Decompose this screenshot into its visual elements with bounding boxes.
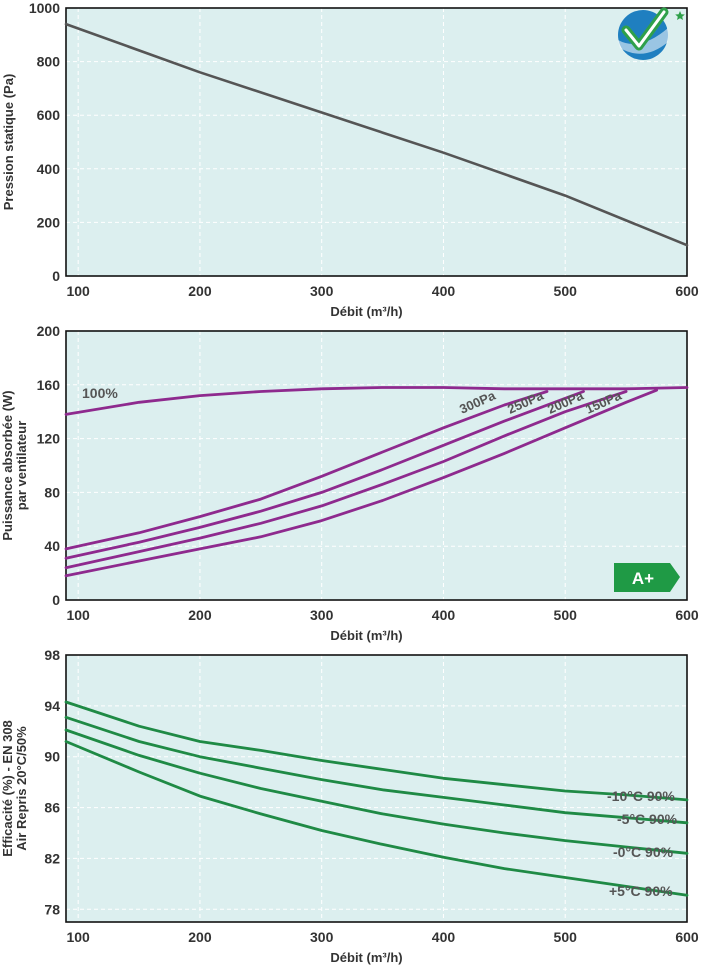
series-line [64, 700, 689, 802]
y-tick-label: 120 [37, 431, 61, 447]
series-line [64, 728, 689, 855]
y-tick-label: 78 [44, 901, 60, 917]
series-label: -5°C 90% [617, 811, 678, 827]
series-line [64, 740, 689, 897]
series-line [64, 22, 689, 247]
check-highlight [624, 10, 666, 48]
badge-label: A+ [632, 569, 654, 588]
y-tick-label: 0 [52, 592, 60, 608]
x-tick-label: 400 [432, 929, 456, 945]
x-tick-label: 500 [554, 607, 578, 623]
y-tick-label: 400 [37, 161, 61, 177]
series-line [64, 386, 689, 416]
x-axis-title: Débit (m³/h) [330, 628, 402, 643]
y-tick-label: 160 [37, 377, 61, 393]
series-label: 100% [82, 385, 118, 401]
plot-area [66, 331, 687, 600]
x-tick-label: 400 [432, 283, 456, 299]
chart-3: 100 200 300 400 500 600 78 82 86 90 94 98 Débit (m³/… [0, 647, 699, 965]
y-tick-label: 800 [37, 54, 61, 70]
plot-frame [65, 330, 688, 601]
y-axis-title: Puissance absorbée (W) [0, 390, 15, 540]
series-line [64, 390, 549, 551]
x-tick-label: 100 [66, 607, 90, 623]
y-tick-label: 200 [37, 214, 61, 230]
y-tick-label: 0 [52, 268, 60, 284]
y-tick-label: 80 [44, 484, 60, 500]
x-tick-label: 200 [188, 929, 212, 945]
chart-1: 100 200 300 400 500 600 0 200 400 600 800 1000 Débit… [1, 0, 699, 319]
y-axis-title: Pression statique (Pa) [1, 74, 16, 211]
x-tick-label: 400 [432, 607, 456, 623]
series-label: -10°C 90% [607, 788, 675, 804]
x-axis-title: Débit (m³/h) [330, 304, 402, 319]
x-tick-label: 300 [310, 283, 334, 299]
x-tick-label: 200 [188, 283, 212, 299]
certification-logo [618, 7, 685, 60]
x-tick-label: 500 [554, 929, 578, 945]
badge-arrow-shape [614, 563, 680, 592]
logo-swoosh [618, 28, 668, 54]
x-tick-label: 100 [66, 929, 90, 945]
series-line [64, 390, 585, 560]
y-tick-label: 40 [44, 538, 60, 554]
y-tick-label: 86 [44, 800, 60, 816]
y-axis-title-line2: Air Repris 20°C/50% [14, 726, 29, 851]
x-tick-label: 200 [188, 607, 212, 623]
y-tick-label: 82 [44, 850, 60, 866]
x-tick-label: 100 [66, 283, 90, 299]
energy-class-badge: A+ [614, 563, 680, 592]
x-tick-label: 600 [675, 607, 699, 623]
x-tick-label: 600 [675, 283, 699, 299]
plot-area [66, 8, 687, 276]
y-tick-label: 1000 [29, 0, 60, 16]
chart-2: 100 200 300 400 500 600 0 40 80 120 160 200 Débit (m… [0, 323, 699, 643]
series-line [64, 715, 689, 825]
y-axis-title-line2: par ventilateur [14, 421, 29, 511]
series-label: +5°C 90% [609, 883, 673, 899]
plot-frame [65, 7, 688, 277]
y-tick-label: 94 [44, 698, 60, 714]
x-tick-label: 500 [554, 283, 578, 299]
series-line [64, 390, 628, 570]
y-axis-title: Efficacité (%) - EN 308 [0, 720, 15, 857]
y-tick-label: 600 [37, 107, 61, 123]
series-line [64, 388, 658, 578]
x-axis-title: Débit (m³/h) [330, 950, 402, 965]
plot-frame [65, 654, 688, 923]
star-icon [675, 11, 685, 20]
y-tick-label: 90 [44, 749, 60, 765]
x-tick-label: 300 [310, 607, 334, 623]
x-tick-label: 300 [310, 929, 334, 945]
y-tick-label: 98 [44, 647, 60, 663]
y-tick-label: 200 [37, 323, 61, 339]
series-label: -0°C 90% [613, 844, 674, 860]
x-tick-label: 600 [675, 929, 699, 945]
